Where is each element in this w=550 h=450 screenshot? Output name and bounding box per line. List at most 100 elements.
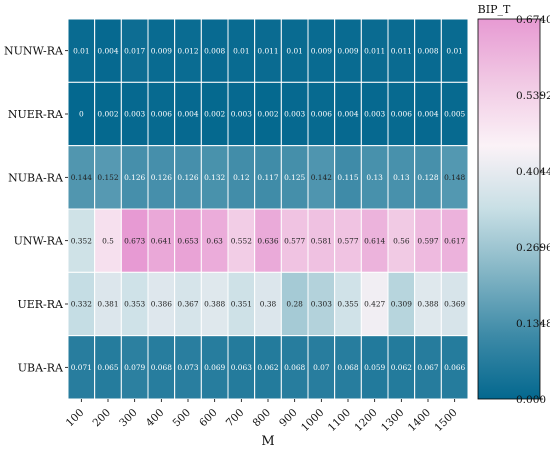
heatmap-cell [360, 81, 389, 147]
heatmap-cell [174, 208, 202, 273]
colorbar-tick-label: 0.1348 [516, 318, 550, 330]
cell-value-label: 0.004 [337, 110, 358, 119]
cell-value-label: 0.427 [364, 300, 385, 309]
heatmap-cell [147, 81, 176, 147]
x-tick-label: 100 [64, 407, 87, 430]
cell-value-label: 0.309 [391, 300, 412, 309]
cell-value-label: 0.332 [71, 300, 92, 309]
cell-value-label: 0.011 [257, 46, 278, 55]
heatmap-cell [94, 335, 122, 400]
heatmap-cell [200, 81, 229, 147]
cell-value-label: 0.367 [177, 300, 198, 309]
cell-value-label: 0.002 [97, 110, 118, 119]
cell-value-label: 0.56 [393, 236, 410, 245]
cell-value-label: 0.07 [313, 363, 330, 372]
cell-value-label: 0.059 [364, 363, 385, 372]
cell-value-label: 0.01 [286, 46, 302, 55]
cell-value-label: 0.577 [337, 236, 358, 245]
cell-value-label: 0.068 [151, 363, 172, 372]
heatmap-cell [387, 271, 416, 337]
heatmap-cell [254, 335, 282, 400]
cell-value-label: 0.126 [151, 173, 172, 182]
cell-value-label: 0.673 [124, 236, 145, 245]
heatmap-cell [200, 271, 229, 337]
heatmap-cell [227, 271, 256, 337]
cell-value-label: 0.552 [231, 236, 252, 245]
heatmap-cell [360, 145, 389, 210]
cell-value-label: 0.063 [231, 363, 252, 372]
cell-value-label: 0.009 [337, 46, 358, 55]
heatmap-cell [254, 208, 282, 273]
colorbar-tick-label: 0.6740 [516, 14, 550, 26]
cell-value-label: 0.004 [417, 110, 438, 119]
cell-value-label: 0.068 [337, 363, 358, 372]
heatmap-cell [440, 335, 469, 400]
heatmap-cell [67, 208, 96, 273]
heatmap-cells [67, 18, 469, 400]
cell-value-label: 0.004 [97, 46, 118, 55]
heatmap-cell [67, 271, 96, 337]
cell-value-label: 0.017 [124, 46, 145, 55]
cell-value-label: 0.115 [337, 173, 358, 182]
cell-value-label: 0.13 [393, 173, 410, 182]
cell-value-label: 0.009 [151, 46, 172, 55]
cell-value-label: 0.38 [260, 300, 277, 309]
heatmap-cell [120, 81, 149, 147]
colorbar-tick-label: 0.2696 [516, 242, 550, 254]
cell-value-label: 0.614 [364, 236, 385, 245]
x-axis: 100 200 300 400 500 600 700 800 900 1000 1100 1200 1… [64, 399, 460, 434]
x-tick-label: 1300 [379, 407, 406, 434]
cell-value-label: 0.125 [284, 173, 305, 182]
heatmap-cell [307, 208, 336, 273]
cell-value-label: 0.006 [151, 110, 172, 119]
cell-value-label: 0.142 [311, 173, 332, 182]
x-tick-label: 600 [197, 407, 220, 430]
cell-value-label: 0.128 [417, 173, 438, 182]
heatmap-cell [360, 271, 389, 337]
heatmap-cell [227, 81, 256, 147]
heatmap-cell [147, 335, 176, 400]
cell-value-label: 0.079 [124, 363, 145, 372]
x-tick-label: 1500 [432, 407, 459, 434]
cell-value-label: 0.01 [73, 46, 89, 55]
cell-value-label: 0.148 [444, 173, 465, 182]
cell-value-label: 0.01 [233, 46, 249, 55]
cell-value-label: 0.303 [311, 300, 332, 309]
heatmap-cell [440, 271, 469, 337]
cell-value-label: 0.355 [337, 300, 358, 309]
heatmap-cell [440, 81, 469, 147]
cell-value-label: 0.617 [444, 236, 465, 245]
heatmap-cell [227, 335, 256, 400]
cell-value-label: 0 [79, 110, 84, 119]
heatmap-cell [200, 18, 229, 83]
heatmap-cell [360, 18, 389, 83]
cell-value-label: 0.062 [391, 363, 412, 372]
cell-value-label: 0.353 [124, 300, 145, 309]
cell-value-label: 0.008 [417, 46, 438, 55]
heatmap-cell [440, 145, 469, 210]
heatmap-cell [147, 208, 176, 273]
colorbar-tick-label: 0.4044 [516, 166, 550, 178]
cell-value-label: 0.004 [177, 110, 198, 119]
heatmap-cell [414, 271, 442, 337]
cell-value-label: 0.381 [97, 300, 118, 309]
heatmap-cell [200, 145, 229, 210]
heatmap-cell [174, 81, 202, 147]
heatmap-cell [307, 335, 336, 400]
heatmap-cell [147, 271, 176, 337]
cell-value-label: 0.144 [71, 173, 92, 182]
cell-value-label: 0.005 [444, 110, 465, 119]
x-tick-label: 800 [250, 407, 273, 430]
y-tick-label: UBA-RA [18, 361, 64, 374]
heatmap-cell [307, 271, 336, 337]
cell-value-label: 0.002 [204, 110, 225, 119]
cell-value-label: 0.069 [204, 363, 225, 372]
colorbar-tick-label: 0.000 [516, 394, 546, 406]
cell-value-label: 0.003 [124, 110, 145, 119]
cell-value-label: 0.13 [366, 173, 383, 182]
cell-value-label: 0.006 [391, 110, 412, 119]
colorbar: BIP_T 0.000 0.1348 0.2696 0.4044 0.5392 0.674… [477, 3, 550, 406]
cell-value-label: 0.067 [417, 363, 438, 372]
cell-value-label: 0.003 [231, 110, 252, 119]
